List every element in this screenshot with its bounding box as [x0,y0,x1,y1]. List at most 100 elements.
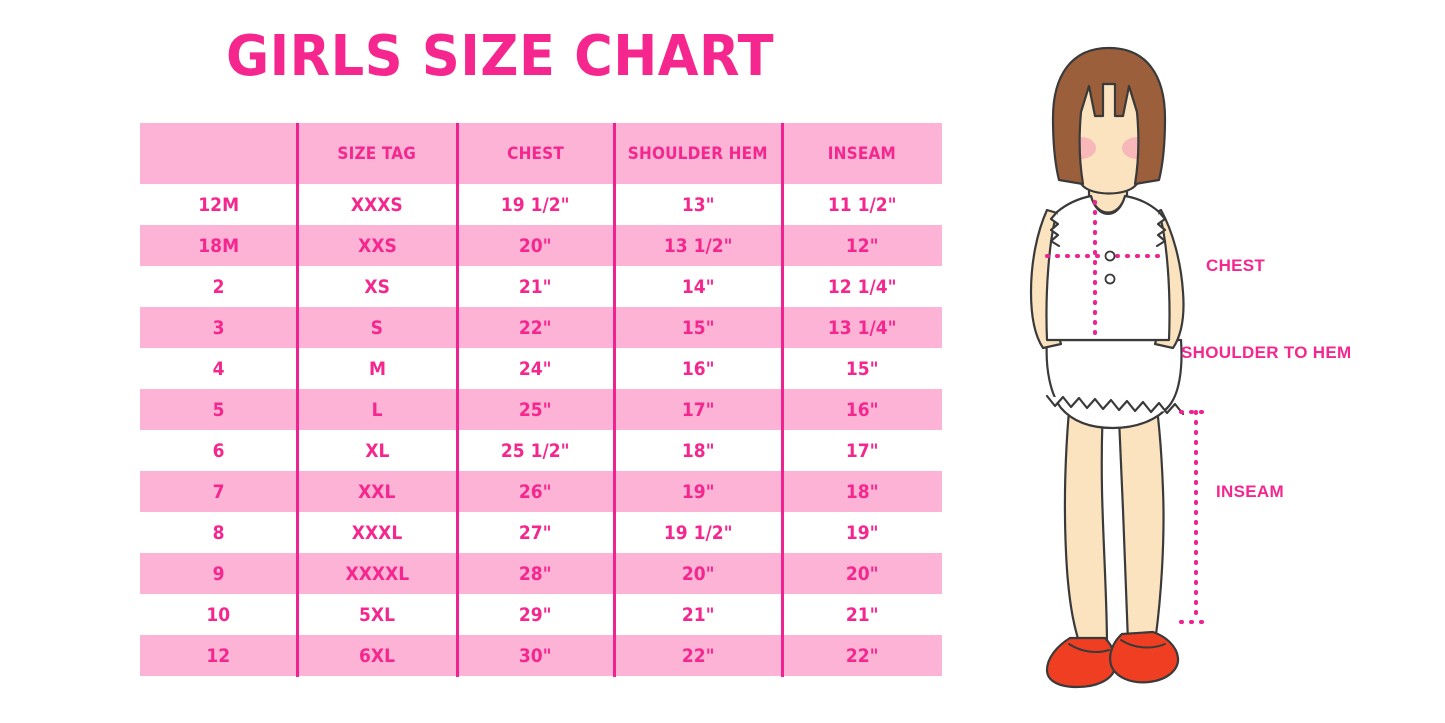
cell-size-tag: XS [297,266,457,307]
cell-value: 17" [845,439,879,462]
column-divider-3 [613,123,616,677]
cell-value: 12 1/4" [827,275,897,298]
cell-size: 8 [140,512,297,553]
cell-value: 4 [212,357,225,380]
cell-inseam: 20" [782,553,942,594]
cell-value: 20" [519,234,552,257]
measurement-label-shoulder-to-hem: SHOULDER TO HEM [1181,343,1352,362]
cell-shoulder-hem: 15" [614,307,782,348]
cell-size: 7 [140,471,297,512]
girl-figure-illustration [985,40,1245,690]
cell-value: 22" [681,644,715,667]
cell-value: 12M [198,193,239,216]
table-row: 10 5XL 29" 21" 21" [140,594,942,635]
cell-chest: 25" [457,389,614,430]
cell-value: 15" [845,357,879,380]
cell-inseam: 21" [782,594,942,635]
cell-value: XXXL [351,521,403,544]
cell-size-tag: XXXL [297,512,457,553]
cell-value: 17" [681,398,715,421]
shoe-right-shape [1109,630,1180,684]
cell-size-tag: S [297,307,457,348]
table-row: 8 XXXL 27" 19 1/2" 19" [140,512,942,553]
cell-size-tag: 5XL [297,594,457,635]
cell-shoulder-hem: 14" [614,266,782,307]
button-lower [1104,273,1116,285]
button-upper [1104,250,1116,262]
cell-shoulder-hem: 20" [614,553,782,594]
cell-value: 2 [212,275,225,298]
cell-size: 4 [140,348,297,389]
cell-shoulder-hem: 18" [614,430,782,471]
cell-value: 18" [845,480,879,503]
legs-shape [1063,368,1165,647]
cell-chest: 24" [457,348,614,389]
cell-value: 28" [519,562,552,585]
table-header-row: SIZE TAG CHEST SHOULDER HEM INSEAM [140,123,942,184]
cell-chest: 20" [457,225,614,266]
cell-shoulder-hem: 22" [614,635,782,676]
cell-size: 9 [140,553,297,594]
column-header-size [140,123,297,184]
cell-value: M [368,357,386,380]
cell-size-tag: XL [297,430,457,471]
cell-value: 24" [519,357,552,380]
column-divider-1 [296,123,299,677]
table-row: 12 6XL 30" 22" 22" [140,635,942,676]
cell-value: 29" [519,603,552,626]
cell-value: 22" [845,644,879,667]
cell-value: 6 [212,439,225,462]
cell-chest: 26" [457,471,614,512]
cell-value: 19" [681,480,715,503]
table-row: 18M XXS 20" 13 1/2" 12" [140,225,942,266]
cell-value: 16" [845,398,879,421]
cell-value: 21" [845,603,879,626]
cell-inseam: 17" [782,430,942,471]
cell-value: S [370,316,384,339]
cell-shoulder-hem: 21" [614,594,782,635]
cell-value: 25" [519,398,552,421]
cell-chest: 25 1/2" [457,430,614,471]
cell-value: XS [364,275,390,298]
cell-chest: 28" [457,553,614,594]
cell-size: 2 [140,266,297,307]
tank-top-shape [1045,194,1171,342]
cell-size-tag: XXXS [297,184,457,225]
cell-size-tag: 6XL [297,635,457,676]
cell-inseam: 18" [782,471,942,512]
cell-shoulder-hem: 19" [614,471,782,512]
cell-value: 9 [212,562,225,585]
measurement-label-inseam: INSEAM [1216,482,1284,501]
cell-value: XXS [357,234,397,257]
cell-value: 13" [681,193,715,216]
cell-inseam: 19" [782,512,942,553]
cell-inseam: 22" [782,635,942,676]
page-title: GIRLS SIZE CHART [225,24,775,89]
bloomers-shape [1045,338,1185,430]
cell-size: 10 [140,594,297,635]
cell-value: 27" [519,521,552,544]
cell-value: 20" [681,562,715,585]
cell-value: 12" [845,234,879,257]
cell-size: 6 [140,430,297,471]
cell-inseam: 12 1/4" [782,266,942,307]
column-header-size-tag: SIZE TAG [337,143,417,164]
hair-shape [1051,46,1167,186]
cell-value: 11 1/2" [827,193,897,216]
cell-value: 21" [519,275,552,298]
cell-value: 13 1/2" [663,234,733,257]
table-row: 9 XXXXL 28" 20" 20" [140,553,942,594]
cell-inseam: 13 1/4" [782,307,942,348]
cell-size-tag: M [297,348,457,389]
cell-size: 18M [140,225,297,266]
cell-value: 5XL [358,603,395,626]
cell-size: 5 [140,389,297,430]
cell-value: 6XL [358,644,395,667]
cell-inseam: 15" [782,348,942,389]
cell-size: 12M [140,184,297,225]
column-header-shoulder-hem: SHOULDER HEM [628,143,768,164]
cell-value: 22" [519,316,552,339]
cell-chest: 22" [457,307,614,348]
cell-size-tag: L [297,389,457,430]
measurement-label-chest: CHEST [1206,256,1266,275]
